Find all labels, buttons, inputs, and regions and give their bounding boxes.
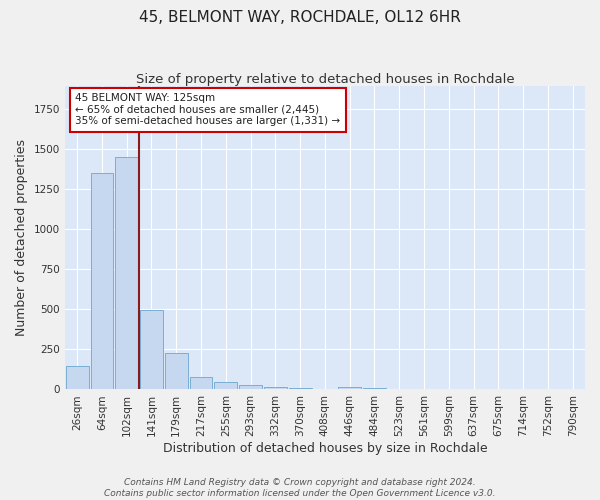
Bar: [239, 384, 262, 390]
X-axis label: Distribution of detached houses by size in Rochdale: Distribution of detached houses by size …: [163, 442, 487, 455]
Bar: [264, 386, 287, 390]
Y-axis label: Number of detached properties: Number of detached properties: [15, 139, 28, 336]
Bar: [140, 310, 163, 390]
Bar: [338, 387, 361, 390]
Bar: [66, 366, 89, 390]
Title: Size of property relative to detached houses in Rochdale: Size of property relative to detached ho…: [136, 72, 514, 86]
Text: 45, BELMONT WAY, ROCHDALE, OL12 6HR: 45, BELMONT WAY, ROCHDALE, OL12 6HR: [139, 10, 461, 25]
Bar: [214, 382, 237, 390]
Bar: [190, 376, 212, 390]
Bar: [115, 158, 138, 390]
Bar: [165, 354, 188, 390]
Bar: [289, 388, 311, 390]
Bar: [363, 388, 386, 390]
Text: Contains HM Land Registry data © Crown copyright and database right 2024.
Contai: Contains HM Land Registry data © Crown c…: [104, 478, 496, 498]
Bar: [314, 388, 336, 390]
Bar: [91, 174, 113, 390]
Text: 45 BELMONT WAY: 125sqm
← 65% of detached houses are smaller (2,445)
35% of semi-: 45 BELMONT WAY: 125sqm ← 65% of detached…: [75, 93, 340, 126]
